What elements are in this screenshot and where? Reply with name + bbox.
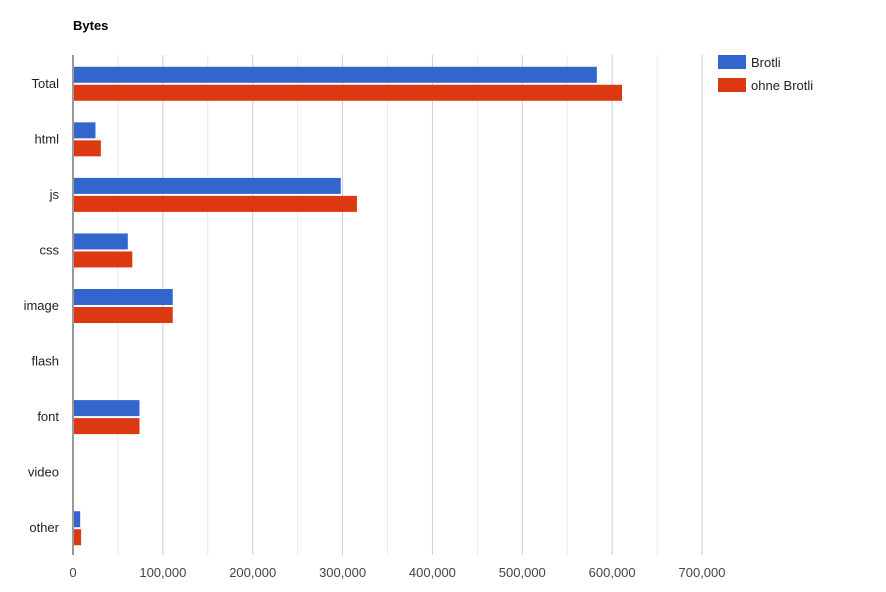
x-tick-label: 100,000 xyxy=(139,565,186,580)
bar-brotli-other xyxy=(74,511,81,528)
bar-brotli-html xyxy=(74,122,96,139)
chart-title: Bytes xyxy=(73,18,108,33)
category-label: video xyxy=(28,465,59,480)
bar-brotli-js xyxy=(74,177,341,194)
x-tick-label: 600,000 xyxy=(589,565,636,580)
grid-lines xyxy=(117,55,703,555)
bar-brotli-font xyxy=(74,400,140,417)
category-label: flash xyxy=(32,354,59,369)
bar-brotli-image xyxy=(74,289,173,305)
bar-brotli-css xyxy=(74,233,128,250)
x-tick-labels: 0 100,000 200,000 300,000 400,000 500,000 600,… xyxy=(69,565,725,580)
bars xyxy=(74,66,623,546)
x-tick-label: 0 xyxy=(69,565,76,580)
category-label: html xyxy=(34,131,59,146)
legend-label: ohne Brotli xyxy=(751,78,813,93)
x-tick-label: 700,000 xyxy=(679,565,726,580)
category-label: js xyxy=(49,187,60,202)
legend-label: Brotli xyxy=(751,55,781,70)
category-label: css xyxy=(40,242,60,257)
x-tick-label: 500,000 xyxy=(499,565,546,580)
category-label: font xyxy=(37,409,59,424)
x-tick-label: 200,000 xyxy=(229,565,276,580)
bar-ohne-brotli-other xyxy=(74,529,82,546)
legend: Brotli ohne Brotli xyxy=(718,55,813,93)
bar-ohne-brotli-font xyxy=(74,418,140,435)
bar-ohne-brotli-Total xyxy=(74,84,623,101)
category-label: other xyxy=(29,520,59,535)
x-tick-label: 400,000 xyxy=(409,565,456,580)
category-labels: Total html js css image flash font video other xyxy=(24,76,60,535)
x-tick-label: 300,000 xyxy=(319,565,366,580)
bar-ohne-brotli-html xyxy=(74,140,101,157)
legend-swatch xyxy=(718,78,746,92)
bar-ohne-brotli-js xyxy=(74,195,357,212)
bar-ohne-brotli-image xyxy=(74,307,173,323)
category-label: Total xyxy=(32,76,60,91)
bar-brotli-Total xyxy=(74,66,597,83)
category-label: image xyxy=(24,298,59,313)
legend-swatch xyxy=(718,55,746,69)
bar-ohne-brotli-css xyxy=(74,251,133,268)
